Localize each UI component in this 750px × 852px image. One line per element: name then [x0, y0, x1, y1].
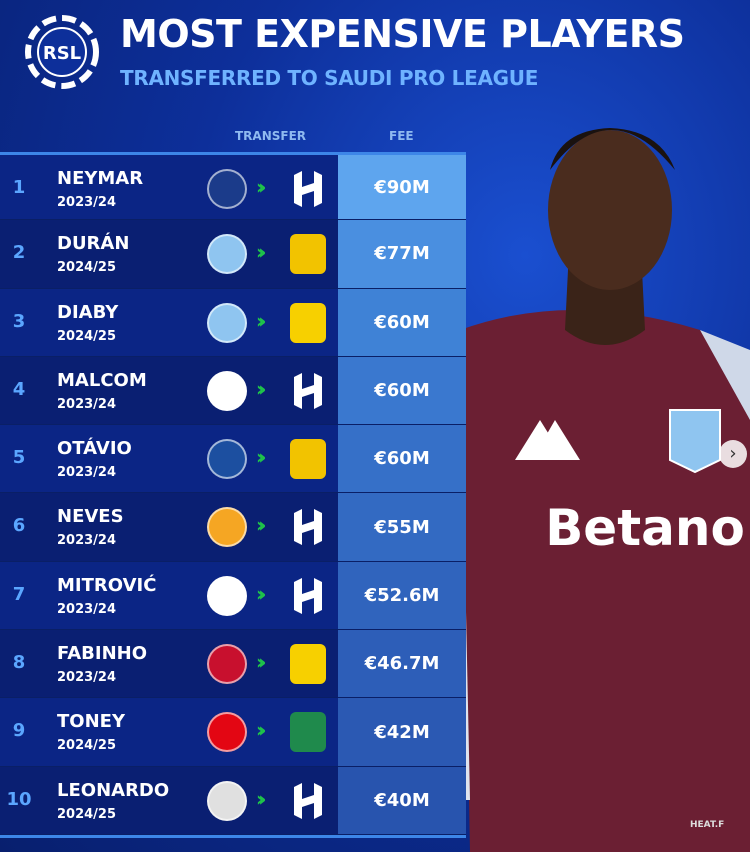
fee-value: €55M: [338, 493, 466, 561]
table-row: 7 MITROVIĆ 2023/24 ›› €52.6M: [0, 561, 466, 631]
table-row: 8 FABINHO 2023/24 ›› €46.7M: [0, 630, 466, 699]
table-row: 6 NEVES 2023/24 ›› €55M: [0, 493, 466, 562]
al-ahli-crest-icon: [290, 712, 326, 753]
transfer-arrow-icon: ››: [256, 513, 267, 538]
table-row: 10 LEONARDO 2024/25 ›› €40M: [0, 766, 466, 835]
al-hilal-crest-icon: [290, 371, 326, 411]
rank: 8: [12, 652, 26, 674]
player-name: DIABY: [57, 301, 119, 323]
al-hilal-crest-icon: [290, 507, 326, 547]
table-row: 5 OTÁVIO 2023/24 ›› €60M: [0, 425, 466, 494]
rank: 6: [12, 515, 26, 537]
fee-value: €46.7M: [338, 630, 466, 698]
transfer-arrow-icon: ››: [256, 376, 267, 401]
player-name: NEYMAR: [57, 168, 144, 189]
psg-crest-icon: [207, 169, 247, 209]
season: 2023/24: [57, 465, 117, 481]
player-photo: Betano: [420, 128, 750, 852]
al-hilal-crest-icon: [290, 169, 326, 209]
fee-value: €77M: [338, 220, 466, 288]
wolves-crest-icon: [207, 507, 247, 548]
season: 2024/25: [57, 738, 117, 754]
transfer-arrow-icon: ››: [256, 445, 267, 470]
fulham-crest-icon: [207, 575, 247, 616]
al-ittihad-crest-icon: [290, 644, 326, 685]
benfica-crest-icon: [207, 780, 247, 821]
season: 2023/24: [57, 601, 117, 617]
brentford-crest-icon: [207, 712, 247, 753]
page-subtitle: TRANSFERRED TO SAUDI PRO LEAGUE: [120, 66, 539, 90]
player-name: MITROVIĆ: [57, 574, 157, 596]
rank: 5: [12, 447, 26, 469]
fee-value: €60M: [338, 288, 466, 356]
transfers-table: 1 NEYMAR 2023/24 ›› €90M 2 DURÁN 2024/25 …: [0, 152, 466, 835]
next-slide-button[interactable]: ›: [719, 440, 747, 468]
rank: 9: [12, 720, 26, 742]
svg-text:Betano: Betano: [545, 499, 745, 557]
page-title: MOST EXPENSIVE PLAYERS: [120, 12, 685, 56]
rsl-logo: RSL: [25, 15, 99, 89]
aston-villa-crest-icon: [207, 234, 247, 275]
al-hilal-crest-icon: [290, 576, 326, 616]
zenit-crest-icon: [207, 370, 247, 411]
season: 2023/24: [57, 195, 117, 210]
liverpool-crest-icon: [207, 644, 247, 685]
table-row: 3 DIABY 2024/25 ›› €60M: [0, 288, 466, 357]
table-row: 1 NEYMAR 2023/24 ›› €90M: [0, 152, 466, 221]
fee-value: €90M: [338, 155, 466, 220]
al-nassr-crest-icon: [290, 234, 326, 275]
fee-value: €60M: [338, 425, 466, 493]
season: 2024/25: [57, 806, 117, 822]
season: 2023/24: [57, 533, 117, 549]
fee-value: €40M: [338, 766, 466, 834]
player-name: MALCOM: [57, 369, 147, 391]
season: 2023/24: [57, 670, 117, 686]
svg-text:RSL: RSL: [43, 43, 81, 64]
table-row: 9 TONEY 2024/25 ›› €42M: [0, 698, 466, 767]
season: 2023/24: [57, 396, 117, 412]
rank: 4: [12, 378, 26, 400]
rank: 2: [12, 242, 26, 264]
table-bottom-border: [0, 835, 466, 838]
transfer-arrow-icon: ››: [256, 786, 267, 811]
fee-value: €60M: [338, 356, 466, 425]
player-name: DURÁN: [57, 233, 130, 255]
rank: 7: [12, 583, 26, 605]
porto-crest-icon: [207, 439, 247, 480]
al-hilal-crest-icon: [290, 781, 326, 821]
column-header-transfer: TRANSFER: [235, 129, 307, 143]
season: 2024/25: [57, 328, 117, 344]
al-nassr-crest-icon: [290, 439, 326, 480]
season: 2024/25: [57, 260, 117, 276]
player-name: OTÁVIO: [57, 438, 132, 460]
watermark: HEAT.F: [690, 820, 725, 830]
player-name: FABINHO: [57, 643, 148, 665]
column-header-fee: FEE: [389, 129, 414, 143]
transfer-arrow-icon: ››: [256, 175, 267, 199]
aston-villa-crest-icon: [207, 302, 247, 343]
transfer-arrow-icon: ››: [256, 581, 267, 606]
rank: 1: [12, 177, 26, 198]
transfer-arrow-icon: ››: [256, 240, 267, 265]
transfer-arrow-icon: ››: [256, 308, 267, 333]
rank: 10: [6, 788, 32, 810]
fee-value: €52.6M: [338, 561, 466, 630]
rank: 3: [12, 310, 26, 332]
fee-value: €42M: [338, 698, 466, 766]
player-name: LEONARDO: [57, 779, 170, 801]
table-row: 4 MALCOM 2023/24 ›› €60M: [0, 356, 466, 426]
player-name: TONEY: [57, 711, 125, 733]
transfer-arrow-icon: ››: [256, 650, 267, 675]
transfer-arrow-icon: ››: [256, 718, 267, 743]
table-row: 2 DURÁN 2024/25 ›› €77M: [0, 220, 466, 289]
player-name: NEVES: [57, 506, 124, 528]
al-ittihad-crest-icon: [290, 302, 326, 343]
